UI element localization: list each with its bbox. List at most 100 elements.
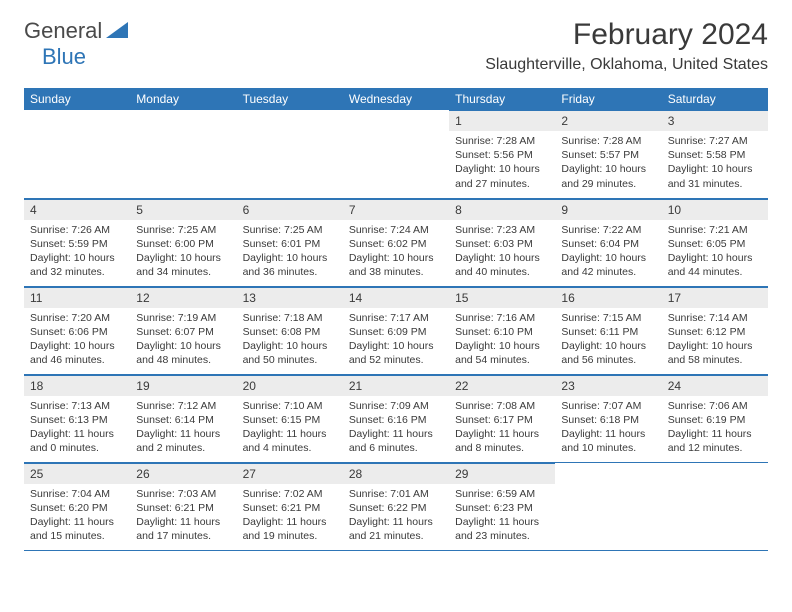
day-number: 7 [343, 199, 449, 220]
day-detail: Sunrise: 7:14 AMSunset: 6:12 PMDaylight:… [662, 308, 768, 371]
day-detail: Sunrise: 7:20 AMSunset: 6:06 PMDaylight:… [24, 308, 130, 371]
calendar-cell: 17Sunrise: 7:14 AMSunset: 6:12 PMDayligh… [662, 286, 768, 374]
calendar-cell [555, 462, 661, 550]
calendar-cell: 13Sunrise: 7:18 AMSunset: 6:08 PMDayligh… [237, 286, 343, 374]
day-detail: Sunrise: 7:25 AMSunset: 6:00 PMDaylight:… [130, 220, 236, 283]
day-number: 15 [449, 287, 555, 308]
calendar-cell: 12Sunrise: 7:19 AMSunset: 6:07 PMDayligh… [130, 286, 236, 374]
day-detail: Sunrise: 7:18 AMSunset: 6:08 PMDaylight:… [237, 308, 343, 371]
day-number: 11 [24, 287, 130, 308]
day-number: 20 [237, 375, 343, 396]
day-number: 22 [449, 375, 555, 396]
calendar-table: SundayMondayTuesdayWednesdayThursdayFrid… [24, 88, 768, 551]
weekday-header: Tuesday [237, 88, 343, 110]
calendar-week-row: 18Sunrise: 7:13 AMSunset: 6:13 PMDayligh… [24, 374, 768, 462]
calendar-cell: 3Sunrise: 7:27 AMSunset: 5:58 PMDaylight… [662, 110, 768, 198]
logo-text-2: Blue [42, 44, 86, 69]
day-detail: Sunrise: 7:13 AMSunset: 6:13 PMDaylight:… [24, 396, 130, 459]
month-title: February 2024 [485, 18, 768, 52]
day-detail: Sunrise: 7:09 AMSunset: 6:16 PMDaylight:… [343, 396, 449, 459]
weekday-header: Thursday [449, 88, 555, 110]
calendar-cell: 23Sunrise: 7:07 AMSunset: 6:18 PMDayligh… [555, 374, 661, 462]
day-detail: Sunrise: 7:07 AMSunset: 6:18 PMDaylight:… [555, 396, 661, 459]
calendar-cell [343, 110, 449, 198]
day-number: 1 [449, 110, 555, 131]
day-detail: Sunrise: 7:15 AMSunset: 6:11 PMDaylight:… [555, 308, 661, 371]
calendar-cell: 24Sunrise: 7:06 AMSunset: 6:19 PMDayligh… [662, 374, 768, 462]
calendar-cell [662, 462, 768, 550]
calendar-week-row: 1Sunrise: 7:28 AMSunset: 5:56 PMDaylight… [24, 110, 768, 198]
calendar-cell: 11Sunrise: 7:20 AMSunset: 6:06 PMDayligh… [24, 286, 130, 374]
day-number: 13 [237, 287, 343, 308]
calendar-week-row: 4Sunrise: 7:26 AMSunset: 5:59 PMDaylight… [24, 198, 768, 286]
day-detail: Sunrise: 7:22 AMSunset: 6:04 PMDaylight:… [555, 220, 661, 283]
weekday-header: Sunday [24, 88, 130, 110]
day-number: 23 [555, 375, 661, 396]
calendar-cell: 26Sunrise: 7:03 AMSunset: 6:21 PMDayligh… [130, 462, 236, 550]
weekday-header: Friday [555, 88, 661, 110]
day-detail: Sunrise: 7:21 AMSunset: 6:05 PMDaylight:… [662, 220, 768, 283]
day-number: 2 [555, 110, 661, 131]
day-number: 21 [343, 375, 449, 396]
day-detail: Sunrise: 7:06 AMSunset: 6:19 PMDaylight:… [662, 396, 768, 459]
logo-blue-row: Blue [42, 44, 86, 70]
calendar-cell: 2Sunrise: 7:28 AMSunset: 5:57 PMDaylight… [555, 110, 661, 198]
logo-text-1: General [24, 18, 102, 44]
day-number: 28 [343, 463, 449, 484]
calendar-cell: 14Sunrise: 7:17 AMSunset: 6:09 PMDayligh… [343, 286, 449, 374]
day-number: 14 [343, 287, 449, 308]
day-detail: Sunrise: 7:02 AMSunset: 6:21 PMDaylight:… [237, 484, 343, 547]
calendar-cell: 8Sunrise: 7:23 AMSunset: 6:03 PMDaylight… [449, 198, 555, 286]
calendar-cell [24, 110, 130, 198]
day-number: 10 [662, 199, 768, 220]
location-text: Slaughterville, Oklahoma, United States [485, 56, 768, 74]
day-detail: Sunrise: 7:10 AMSunset: 6:15 PMDaylight:… [237, 396, 343, 459]
day-detail: Sunrise: 7:19 AMSunset: 6:07 PMDaylight:… [130, 308, 236, 371]
day-detail: Sunrise: 7:04 AMSunset: 6:20 PMDaylight:… [24, 484, 130, 547]
weekday-header: Wednesday [343, 88, 449, 110]
day-number: 3 [662, 110, 768, 131]
calendar-cell [130, 110, 236, 198]
calendar-cell: 10Sunrise: 7:21 AMSunset: 6:05 PMDayligh… [662, 198, 768, 286]
calendar-cell: 7Sunrise: 7:24 AMSunset: 6:02 PMDaylight… [343, 198, 449, 286]
day-detail: Sunrise: 7:23 AMSunset: 6:03 PMDaylight:… [449, 220, 555, 283]
day-detail: Sunrise: 7:26 AMSunset: 5:59 PMDaylight:… [24, 220, 130, 283]
calendar-cell: 28Sunrise: 7:01 AMSunset: 6:22 PMDayligh… [343, 462, 449, 550]
day-detail: Sunrise: 7:12 AMSunset: 6:14 PMDaylight:… [130, 396, 236, 459]
day-detail: Sunrise: 7:16 AMSunset: 6:10 PMDaylight:… [449, 308, 555, 371]
weekday-header: Saturday [662, 88, 768, 110]
day-number: 25 [24, 463, 130, 484]
calendar-cell: 6Sunrise: 7:25 AMSunset: 6:01 PMDaylight… [237, 198, 343, 286]
day-number: 19 [130, 375, 236, 396]
calendar-week-row: 25Sunrise: 7:04 AMSunset: 6:20 PMDayligh… [24, 462, 768, 550]
day-number: 29 [449, 463, 555, 484]
calendar-cell: 21Sunrise: 7:09 AMSunset: 6:16 PMDayligh… [343, 374, 449, 462]
day-number: 16 [555, 287, 661, 308]
calendar-cell [237, 110, 343, 198]
calendar-body: 1Sunrise: 7:28 AMSunset: 5:56 PMDaylight… [24, 110, 768, 550]
day-detail: Sunrise: 7:28 AMSunset: 5:56 PMDaylight:… [449, 131, 555, 194]
calendar-week-row: 11Sunrise: 7:20 AMSunset: 6:06 PMDayligh… [24, 286, 768, 374]
day-detail: Sunrise: 7:24 AMSunset: 6:02 PMDaylight:… [343, 220, 449, 283]
calendar-cell: 22Sunrise: 7:08 AMSunset: 6:17 PMDayligh… [449, 374, 555, 462]
day-number: 17 [662, 287, 768, 308]
calendar-cell: 16Sunrise: 7:15 AMSunset: 6:11 PMDayligh… [555, 286, 661, 374]
day-detail: Sunrise: 7:01 AMSunset: 6:22 PMDaylight:… [343, 484, 449, 547]
day-detail: Sunrise: 7:25 AMSunset: 6:01 PMDaylight:… [237, 220, 343, 283]
day-number: 27 [237, 463, 343, 484]
day-number: 18 [24, 375, 130, 396]
calendar-cell: 15Sunrise: 7:16 AMSunset: 6:10 PMDayligh… [449, 286, 555, 374]
title-block: February 2024 Slaughterville, Oklahoma, … [485, 18, 768, 74]
day-detail: Sunrise: 7:03 AMSunset: 6:21 PMDaylight:… [130, 484, 236, 547]
logo: General [24, 18, 134, 44]
day-detail: Sunrise: 7:17 AMSunset: 6:09 PMDaylight:… [343, 308, 449, 371]
day-number: 4 [24, 199, 130, 220]
calendar-cell: 5Sunrise: 7:25 AMSunset: 6:00 PMDaylight… [130, 198, 236, 286]
day-detail: Sunrise: 7:08 AMSunset: 6:17 PMDaylight:… [449, 396, 555, 459]
day-number: 9 [555, 199, 661, 220]
calendar-cell: 27Sunrise: 7:02 AMSunset: 6:21 PMDayligh… [237, 462, 343, 550]
day-detail: Sunrise: 7:27 AMSunset: 5:58 PMDaylight:… [662, 131, 768, 194]
day-number: 8 [449, 199, 555, 220]
calendar-cell: 18Sunrise: 7:13 AMSunset: 6:13 PMDayligh… [24, 374, 130, 462]
day-number: 24 [662, 375, 768, 396]
